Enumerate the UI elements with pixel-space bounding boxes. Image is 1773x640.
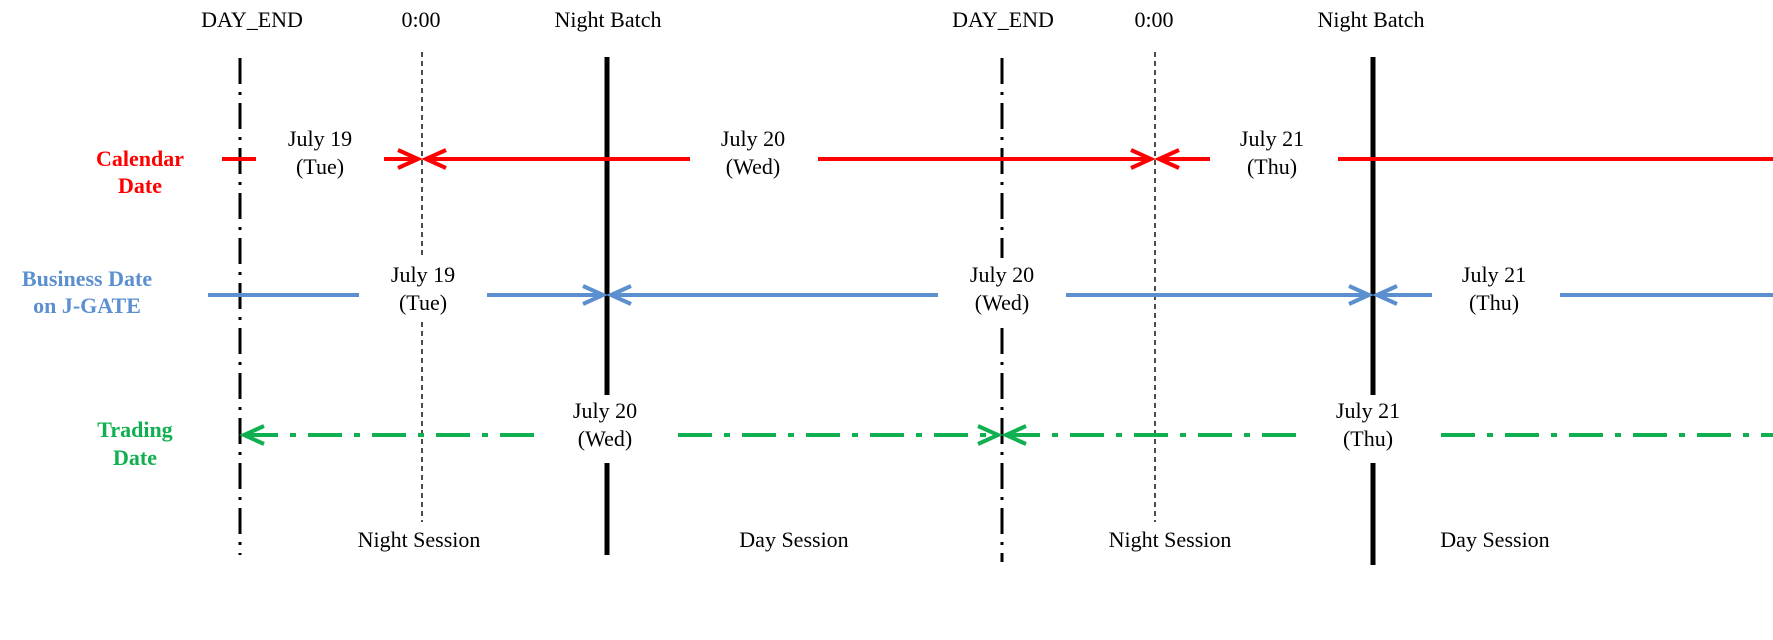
business-weekday-3: (Thu) <box>1469 290 1519 315</box>
day-session-label-1: Day Session <box>739 527 848 552</box>
midnight-label-1: 0:00 <box>401 7 440 32</box>
night-session-label-2: Night Session <box>1109 527 1232 552</box>
business-row-label-1: Business Date <box>22 266 152 291</box>
calendar-row-label-2: Date <box>118 173 162 198</box>
trading-row-label-1: Trading <box>97 417 172 442</box>
trading-date-1: July 20 <box>573 398 637 423</box>
day-end-label-2: DAY_END <box>952 7 1054 32</box>
day-end-label-1: DAY_END <box>201 7 303 32</box>
night-session-label-1: Night Session <box>358 527 481 552</box>
night-batch-label-1: Night Batch <box>555 7 662 32</box>
trading-date-2: July 21 <box>1336 398 1400 423</box>
trading-weekday-1: (Wed) <box>578 426 632 451</box>
trading-date-row <box>239 424 1773 446</box>
calendar-date-2: July 20 <box>721 126 785 151</box>
calendar-date-row <box>222 148 1773 170</box>
business-weekday-2: (Wed) <box>975 290 1029 315</box>
trading-row-label-2: Date <box>113 445 157 470</box>
business-date-1: July 19 <box>391 262 455 287</box>
day-session-label-2: Day Session <box>1440 527 1549 552</box>
business-date-2: July 20 <box>970 262 1034 287</box>
business-date-3: July 21 <box>1462 262 1526 287</box>
night-batch-label-2: Night Batch <box>1318 7 1425 32</box>
calendar-weekday-1: (Tue) <box>296 154 344 179</box>
calendar-row-label-1: Calendar <box>96 146 184 171</box>
business-date-row <box>208 284 1773 306</box>
business-weekday-1: (Tue) <box>399 290 447 315</box>
calendar-weekday-3: (Thu) <box>1247 154 1297 179</box>
midnight-label-2: 0:00 <box>1134 7 1173 32</box>
trading-weekday-2: (Thu) <box>1343 426 1393 451</box>
calendar-date-3: July 21 <box>1240 126 1304 151</box>
business-row-label-2: on J-GATE <box>33 293 141 318</box>
calendar-weekday-2: (Wed) <box>726 154 780 179</box>
calendar-date-1: July 19 <box>288 126 352 151</box>
